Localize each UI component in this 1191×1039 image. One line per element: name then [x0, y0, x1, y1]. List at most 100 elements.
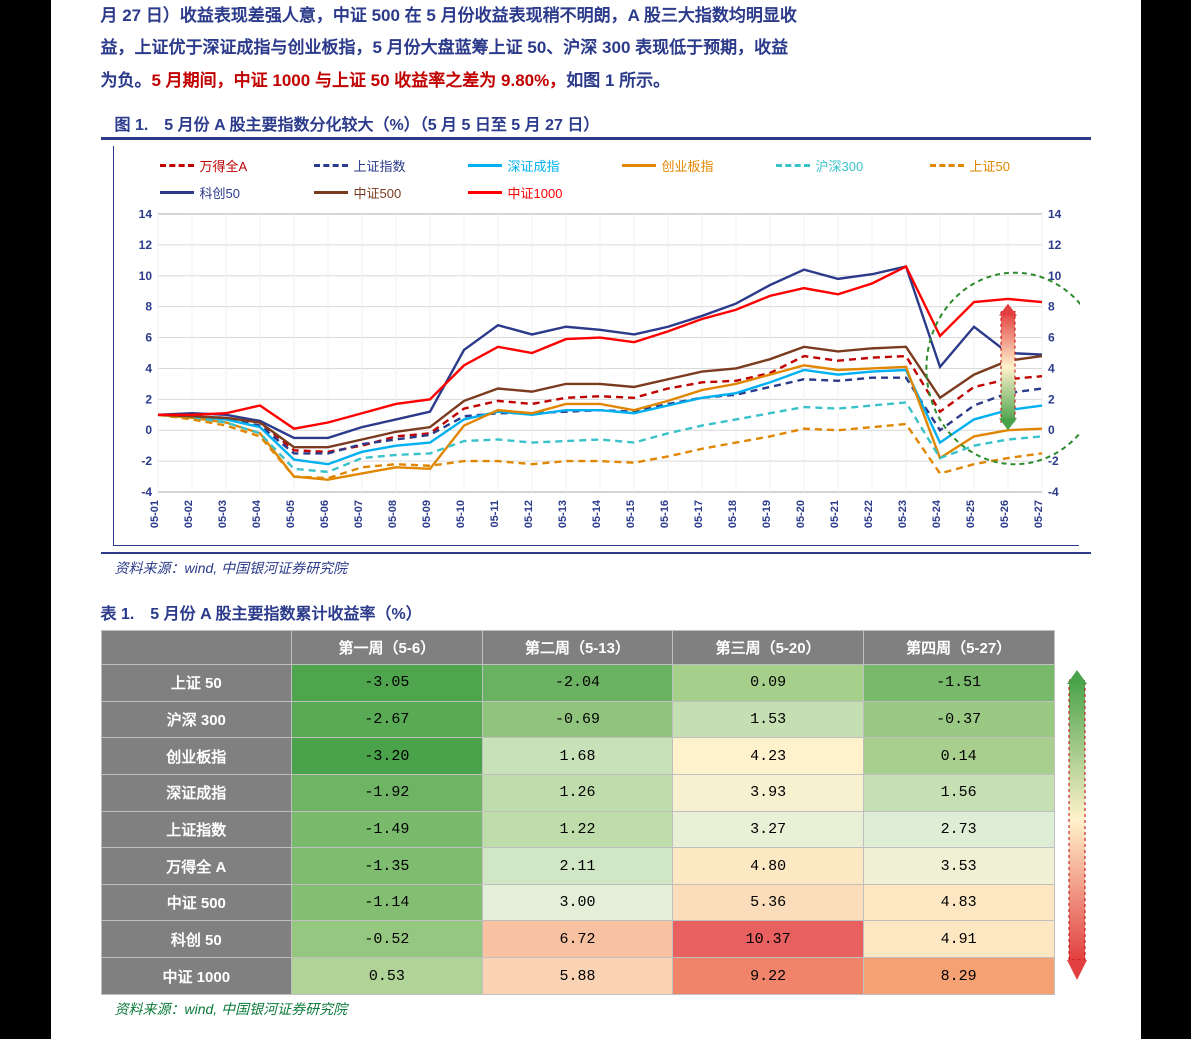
- svg-text:8: 8: [1048, 300, 1055, 314]
- table-container: 第一周（5-6）第二周（5-13）第三周（5-20）第四周（5-27）上证 50…: [101, 630, 1091, 995]
- legend-item: 万得全A: [160, 156, 290, 175]
- svg-text:8: 8: [145, 300, 152, 314]
- legend-label: 深证成指: [508, 156, 560, 175]
- table-cell: 3.00: [482, 884, 673, 921]
- table-cell: 1.22: [482, 811, 673, 848]
- svg-text:14: 14: [1048, 210, 1062, 221]
- table-cell: 0.09: [673, 664, 864, 701]
- svg-text:0: 0: [145, 423, 152, 437]
- svg-text:05-25: 05-25: [965, 500, 977, 528]
- svg-text:05-24: 05-24: [931, 499, 943, 528]
- svg-text:05-14: 05-14: [591, 499, 603, 528]
- svg-text:05-06: 05-06: [319, 500, 331, 528]
- legend-swatch: [314, 191, 348, 194]
- chart-plot: -4-4-2-2002244668810101212141405-0105-02…: [120, 210, 1073, 545]
- table-cell: 4.83: [863, 884, 1054, 921]
- row-label: 中证 500: [101, 884, 292, 921]
- table-cell: 0.53: [292, 958, 483, 995]
- table-header: 第一周（5-6）: [292, 630, 483, 664]
- svg-text:14: 14: [138, 210, 152, 221]
- legend-swatch: [160, 191, 194, 194]
- legend-label: 沪深300: [816, 156, 864, 175]
- table-cell: 10.37: [673, 921, 864, 958]
- svg-text:2: 2: [145, 392, 152, 406]
- legend-item: 上证指数: [314, 156, 444, 175]
- svg-text:05-15: 05-15: [625, 500, 637, 528]
- svg-text:05-01: 05-01: [149, 500, 161, 528]
- table-cell: 2.73: [863, 811, 1054, 848]
- svg-text:05-13: 05-13: [557, 500, 569, 528]
- legend-item: 上证50: [930, 156, 1060, 175]
- svg-text:05-10: 05-10: [455, 500, 467, 528]
- legend-item: 中证500: [314, 183, 444, 202]
- svg-text:05-21: 05-21: [829, 500, 841, 528]
- returns-table: 第一周（5-6）第二周（5-13）第三周（5-20）第四周（5-27）上证 50…: [101, 630, 1055, 995]
- svg-text:05-22: 05-22: [863, 500, 875, 528]
- table-cell: -0.37: [863, 701, 1054, 738]
- svg-text:05-17: 05-17: [693, 500, 705, 528]
- svg-text:-4: -4: [141, 485, 152, 499]
- legend-swatch: [468, 191, 502, 194]
- row-label: 创业板指: [101, 738, 292, 775]
- legend-swatch: [930, 164, 964, 167]
- svg-text:05-18: 05-18: [727, 500, 739, 528]
- page: 月 27 日）收益表现差强人意，中证 500 在 5 月份收益表现稍不明朗，A …: [51, 0, 1141, 1039]
- legend-item: 科创50: [160, 183, 290, 202]
- gradient-arrow-svg: [1063, 670, 1091, 990]
- legend-label: 上证指数: [354, 156, 406, 175]
- table-cell: 9.22: [673, 958, 864, 995]
- line-chart-svg: -4-4-2-2002244668810101212141405-0105-02…: [120, 210, 1080, 540]
- svg-text:05-02: 05-02: [183, 500, 195, 528]
- table-cell: 1.68: [482, 738, 673, 775]
- table-title: 表 1. 5 月份 A 股主要指数累计收益率（%）: [101, 600, 1091, 624]
- chart-container: 万得全A 上证指数 深证成指 创业板指 沪深300 上证50 科创50 中证500 中证1000…: [113, 146, 1079, 546]
- legend-label: 中证1000: [508, 183, 563, 202]
- legend-swatch: [468, 164, 502, 167]
- svg-text:10: 10: [138, 269, 152, 283]
- table-cell: -2.04: [482, 664, 673, 701]
- gradient-arrow: [1063, 670, 1091, 995]
- row-label: 沪深 300: [101, 701, 292, 738]
- svg-text:05-26: 05-26: [999, 500, 1011, 528]
- svg-text:05-23: 05-23: [897, 500, 909, 528]
- row-label: 科创 50: [101, 921, 292, 958]
- svg-text:05-07: 05-07: [353, 500, 365, 528]
- table-row: 上证 50-3.05-2.040.09-1.51: [101, 664, 1054, 701]
- svg-text:4: 4: [1048, 361, 1055, 375]
- svg-text:05-19: 05-19: [761, 500, 773, 528]
- table-cell: 4.80: [673, 848, 864, 885]
- figure-source: 资料来源：wind, 中国银河证券研究院: [115, 558, 1091, 578]
- row-label: 上证指数: [101, 811, 292, 848]
- table-cell: -1.51: [863, 664, 1054, 701]
- svg-text:05-12: 05-12: [523, 500, 535, 528]
- svg-text:6: 6: [145, 330, 152, 344]
- table-cell: 4.91: [863, 921, 1054, 958]
- table-cell: -3.05: [292, 664, 483, 701]
- legend-label: 中证500: [354, 183, 402, 202]
- svg-text:2: 2: [1048, 392, 1055, 406]
- svg-text:05-20: 05-20: [795, 500, 807, 528]
- legend-swatch: [622, 164, 656, 167]
- table-source: 资料来源：wind, 中国银河证券研究院: [115, 999, 1091, 1019]
- table-cell: -1.49: [292, 811, 483, 848]
- svg-text:05-11: 05-11: [489, 500, 501, 528]
- svg-text:-2: -2: [141, 454, 152, 468]
- svg-text:-4: -4: [1048, 485, 1059, 499]
- svg-text:05-27: 05-27: [1033, 500, 1045, 528]
- table-row: 沪深 300-2.67-0.691.53-0.37: [101, 701, 1054, 738]
- table-cell: -0.69: [482, 701, 673, 738]
- table-cell: 1.26: [482, 774, 673, 811]
- row-label: 万得全 A: [101, 848, 292, 885]
- svg-text:05-04: 05-04: [251, 499, 263, 528]
- table-cell: 3.93: [673, 774, 864, 811]
- table-header: 第二周（5-13）: [482, 630, 673, 664]
- svg-text:05-16: 05-16: [659, 500, 671, 528]
- table-cell: 2.11: [482, 848, 673, 885]
- table-header: 第四周（5-27）: [863, 630, 1054, 664]
- table-cell: -1.35: [292, 848, 483, 885]
- legend-item: 创业板指: [622, 156, 752, 175]
- figure-rule-bottom: [101, 552, 1091, 554]
- table-cell: -1.14: [292, 884, 483, 921]
- legend-item: 深证成指: [468, 156, 598, 175]
- table-cell: -3.20: [292, 738, 483, 775]
